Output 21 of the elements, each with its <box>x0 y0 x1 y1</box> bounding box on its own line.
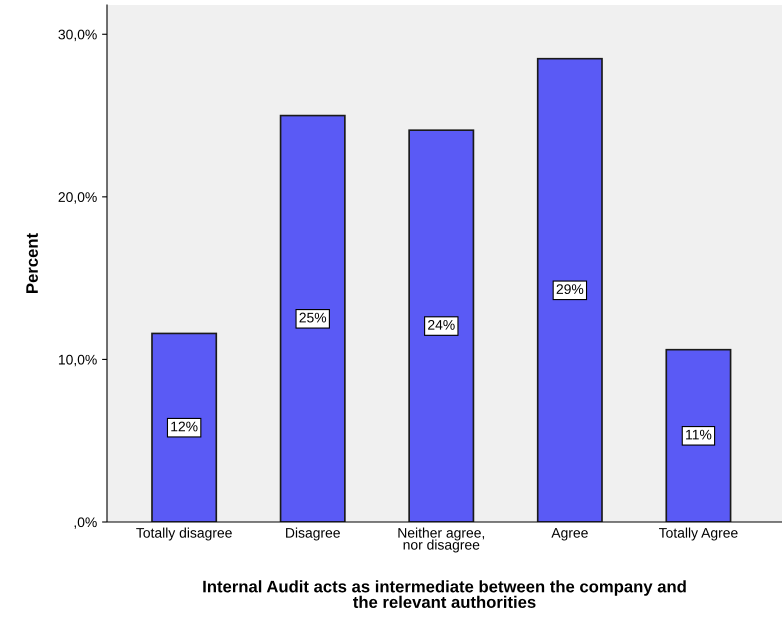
data-label: 12% <box>171 422 198 432</box>
data-label: 25% <box>300 312 326 323</box>
x-tick-label: Neither agree, nor disagree <box>398 528 484 552</box>
x-tick-label: Totally disagree <box>136 528 232 541</box>
bar <box>408 129 474 522</box>
x-tick-label: Disagree <box>286 528 340 541</box>
bar <box>151 332 218 522</box>
y-tick-label: 10,0% <box>58 354 97 366</box>
x-tick-label: Totally Agree <box>658 528 738 541</box>
x-tick-label: Agree <box>551 528 588 541</box>
data-label: 29% <box>556 284 584 294</box>
x-axis-title: Internal Audit acts as intermediate between the company and the relevant authorities <box>203 580 686 608</box>
y-axis-title: Percent <box>26 233 38 293</box>
y-tick-label: 30,0% <box>58 30 97 42</box>
data-label: 11% <box>686 430 712 440</box>
bar <box>280 114 346 522</box>
data-label: 24% <box>428 320 455 330</box>
bar <box>536 58 603 522</box>
y-tick-label: 20,0% <box>58 192 97 204</box>
bar <box>665 348 732 522</box>
y-tick-label: ,0% <box>74 517 97 529</box>
